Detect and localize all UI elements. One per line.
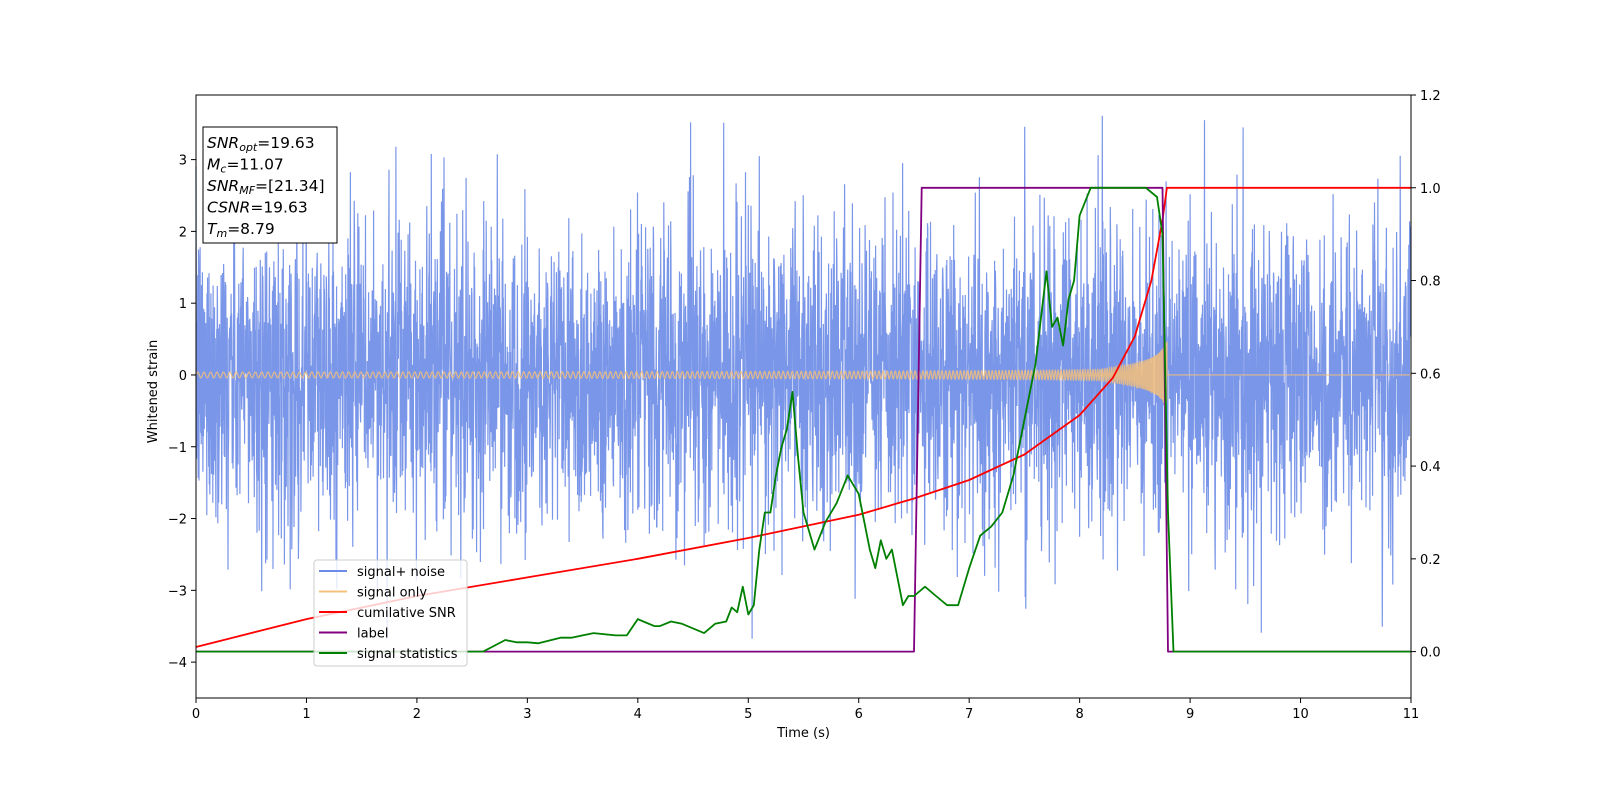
legend-frame (313, 559, 468, 667)
x-tick-label: 9 (1186, 707, 1194, 722)
signal-only-series (195, 341, 1411, 407)
cumulative-snr-line (195, 186, 1411, 648)
annotation-line: SNRMF=[21.34] (207, 177, 325, 197)
y-axis-right: 0.0 0.2 0.4 0.6 0.8 1.0 1.2 (1411, 89, 1441, 661)
y-axis-left: −4 −3 −2 −1 0 1 2 3 (168, 154, 196, 671)
legend-label: label (357, 627, 388, 642)
y-axis-label: Whitened strain (146, 340, 161, 443)
signal-only-line (195, 341, 1411, 407)
legend-label: signal statistics (357, 647, 458, 662)
annotation-line: SNRopt=19.63 (207, 134, 315, 154)
x-tick-label: 10 (1292, 707, 1309, 722)
annotation-line: Tm=8.79 (207, 220, 275, 240)
y-right-tick-label: 0.8 (1420, 275, 1441, 290)
signal-plus-noise-line (195, 115, 1412, 639)
y-right-tick-label: 0.4 (1420, 460, 1441, 475)
x-tick-label: 3 (523, 707, 531, 722)
annotation-line: Mc=11.07 (207, 156, 284, 176)
x-tick-label: 5 (744, 707, 752, 722)
legend-label: signal only (357, 586, 427, 601)
x-tick-label: 1 (302, 707, 310, 722)
x-tick-label: 11 (1403, 707, 1420, 722)
y-left-tick-label: 2 (179, 225, 187, 240)
y-left-tick-label: 3 (179, 154, 187, 169)
y-left-tick-label: −2 (168, 513, 187, 528)
signal-statistics-line (196, 186, 1411, 653)
y-left-tick-label: 1 (179, 297, 187, 312)
x-axis: 0 1 2 3 4 5 6 7 8 9 10 11 (192, 698, 1419, 722)
x-tick-label: 4 (634, 707, 642, 722)
x-tick-label: 0 (192, 707, 200, 722)
y-right-tick-label: 0.6 (1420, 367, 1441, 382)
overlay-series (195, 186, 1411, 653)
y-left-tick-label: −3 (168, 584, 187, 599)
x-tick-label: 8 (1075, 707, 1083, 722)
y-right-tick-label: 0.2 (1420, 553, 1441, 568)
plot-frame (195, 94, 1412, 699)
signal-plus-noise-series (195, 115, 1412, 639)
y-left-tick-label: −4 (168, 656, 187, 671)
x-axis-label: Time (s) (776, 726, 830, 741)
y-left-tick-label: 0 (179, 369, 187, 384)
x-tick-label: 2 (413, 707, 421, 722)
y-left-tick-label: −1 (168, 441, 187, 456)
x-tick-label: 7 (965, 707, 973, 722)
legend-label: signal+ noise (357, 565, 445, 580)
y-right-tick-label: 1.2 (1420, 89, 1441, 104)
y-right-tick-label: 1.0 (1420, 182, 1441, 197)
y-right-tick-label: 0.0 (1420, 646, 1441, 661)
annotation-line: CSNR=19.63 (207, 199, 308, 217)
legend-label: cumilative SNR (357, 606, 456, 621)
x-tick-label: 6 (855, 707, 863, 722)
annotation-frame (202, 126, 338, 244)
legend: signal+ noise signal only cumilative SNR la… (313, 559, 468, 667)
